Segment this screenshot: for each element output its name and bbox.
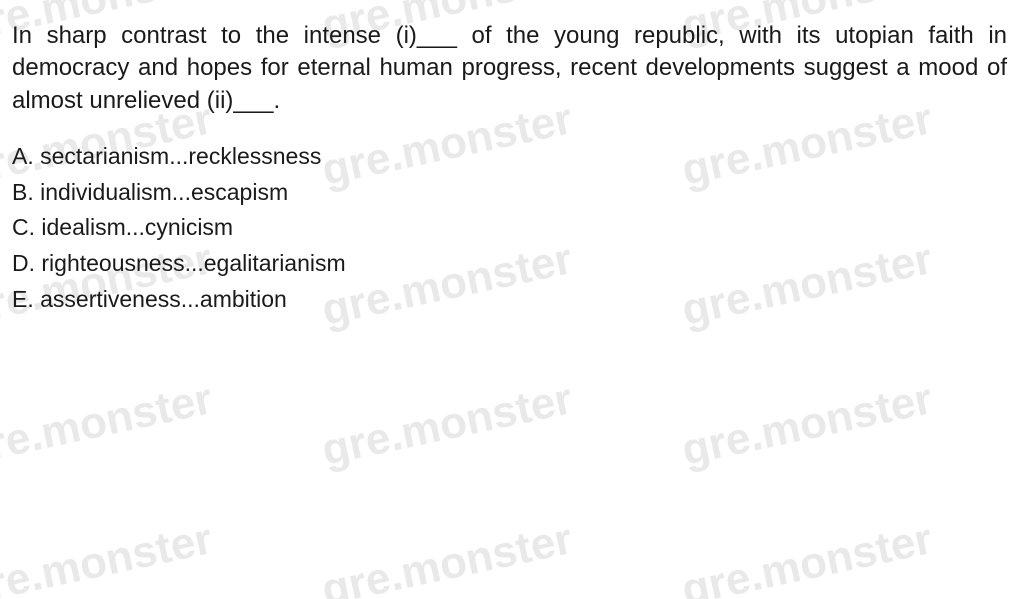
answer-option: D. righteousness...egalitarianism bbox=[12, 246, 1007, 282]
watermark-text: gre.monster bbox=[318, 374, 577, 476]
watermark-text: gre.monster bbox=[0, 514, 217, 599]
watermark-text: gre.monster bbox=[0, 374, 217, 476]
answer-options: A. sectarianism...recklessnessB. individ… bbox=[12, 139, 1007, 317]
answer-option: A. sectarianism...recklessness bbox=[12, 139, 1007, 175]
watermark-text: gre.monster bbox=[678, 374, 937, 476]
question-block: In sharp contrast to the intense (i)___ … bbox=[0, 0, 1019, 317]
answer-option: C. idealism...cynicism bbox=[12, 210, 1007, 246]
answer-option: B. individualism...escapism bbox=[12, 175, 1007, 211]
watermark-text: gre.monster bbox=[318, 514, 577, 599]
watermark-text: gre.monster bbox=[678, 514, 937, 599]
question-text: In sharp contrast to the intense (i)___ … bbox=[12, 20, 1007, 117]
answer-option: E. assertiveness...ambition bbox=[12, 282, 1007, 318]
